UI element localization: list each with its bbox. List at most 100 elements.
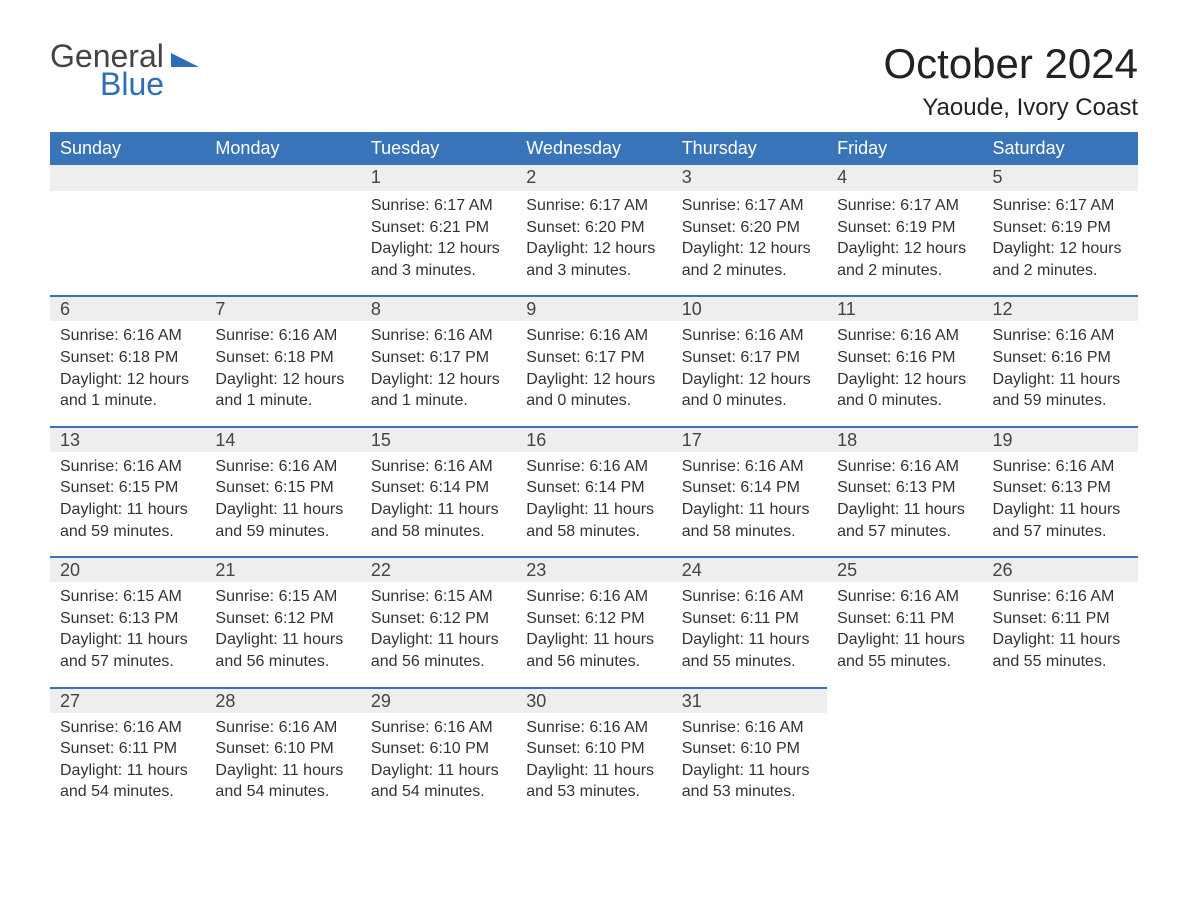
daylight-line: Daylight: 11 hours and 56 minutes. [371,629,506,672]
daylight-line: Daylight: 12 hours and 1 minute. [371,369,506,412]
calendar-header-cell: Thursday [672,132,827,165]
day-content: Sunrise: 6:16 AMSunset: 6:10 PMDaylight:… [672,713,827,817]
day-number: 4 [827,165,982,191]
day-content: Sunrise: 6:16 AMSunset: 6:11 PMDaylight:… [50,713,205,817]
day-content: Sunrise: 6:16 AMSunset: 6:10 PMDaylight:… [205,713,360,817]
day-content: Sunrise: 6:16 AMSunset: 6:15 PMDaylight:… [205,452,360,556]
sunset-line: Sunset: 6:20 PM [682,217,817,239]
day-number: 6 [50,295,205,321]
sunset-line: Sunset: 6:10 PM [215,738,350,760]
sunset-line: Sunset: 6:17 PM [682,347,817,369]
day-number: 31 [672,687,827,713]
sunrise-line: Sunrise: 6:16 AM [993,325,1128,347]
day-cell: 31Sunrise: 6:16 AMSunset: 6:10 PMDayligh… [672,687,827,817]
day-content: Sunrise: 6:16 AMSunset: 6:12 PMDaylight:… [516,582,671,686]
day-cell [827,687,982,817]
sunrise-line: Sunrise: 6:16 AM [60,456,195,478]
day-cell: 6Sunrise: 6:16 AMSunset: 6:18 PMDaylight… [50,295,205,425]
day-number: 3 [672,165,827,191]
sunrise-line: Sunrise: 6:16 AM [682,717,817,739]
sunrise-line: Sunrise: 6:16 AM [371,325,506,347]
logo: General Blue [50,40,199,100]
daylight-line: Daylight: 11 hours and 55 minutes. [993,629,1128,672]
day-number: 20 [50,556,205,582]
logo-flag-icon [171,49,199,72]
day-content: Sunrise: 6:16 AMSunset: 6:14 PMDaylight:… [361,452,516,556]
sunrise-line: Sunrise: 6:16 AM [837,325,972,347]
day-cell: 15Sunrise: 6:16 AMSunset: 6:14 PMDayligh… [361,426,516,556]
daylight-line: Daylight: 11 hours and 55 minutes. [682,629,817,672]
day-cell: 27Sunrise: 6:16 AMSunset: 6:11 PMDayligh… [50,687,205,817]
week-row: 6Sunrise: 6:16 AMSunset: 6:18 PMDaylight… [50,295,1138,425]
day-number: 27 [50,687,205,713]
sunset-line: Sunset: 6:19 PM [993,217,1128,239]
sunset-line: Sunset: 6:17 PM [526,347,661,369]
day-number: 13 [50,426,205,452]
daylight-line: Daylight: 12 hours and 1 minute. [215,369,350,412]
day-content: Sunrise: 6:16 AMSunset: 6:17 PMDaylight:… [672,321,827,425]
calendar-header-cell: Tuesday [361,132,516,165]
sunrise-line: Sunrise: 6:16 AM [682,456,817,478]
daylight-line: Daylight: 11 hours and 54 minutes. [60,760,195,803]
day-content: Sunrise: 6:16 AMSunset: 6:11 PMDaylight:… [672,582,827,686]
day-cell: 30Sunrise: 6:16 AMSunset: 6:10 PMDayligh… [516,687,671,817]
sunrise-line: Sunrise: 6:17 AM [993,195,1128,217]
daylight-line: Daylight: 11 hours and 59 minutes. [993,369,1128,412]
header: General Blue October 2024 Yaoude, Ivory … [50,40,1138,122]
sunrise-line: Sunrise: 6:16 AM [526,456,661,478]
daylight-line: Daylight: 12 hours and 3 minutes. [526,238,661,281]
day-cell: 25Sunrise: 6:16 AMSunset: 6:11 PMDayligh… [827,556,982,686]
day-number [50,165,205,191]
day-number: 1 [361,165,516,191]
daylight-line: Daylight: 12 hours and 2 minutes. [993,238,1128,281]
calendar-header-cell: Wednesday [516,132,671,165]
day-cell: 4Sunrise: 6:17 AMSunset: 6:19 PMDaylight… [827,165,982,295]
day-content: Sunrise: 6:15 AMSunset: 6:12 PMDaylight:… [205,582,360,686]
sunset-line: Sunset: 6:17 PM [371,347,506,369]
day-number: 11 [827,295,982,321]
daylight-line: Daylight: 11 hours and 59 minutes. [215,499,350,542]
day-content: Sunrise: 6:17 AMSunset: 6:19 PMDaylight:… [983,191,1138,295]
daylight-line: Daylight: 12 hours and 1 minute. [60,369,195,412]
daylight-line: Daylight: 12 hours and 2 minutes. [837,238,972,281]
sunrise-line: Sunrise: 6:16 AM [60,717,195,739]
sunrise-line: Sunrise: 6:16 AM [215,325,350,347]
logo-blue: Blue [100,68,199,100]
sunset-line: Sunset: 6:11 PM [682,608,817,630]
sunrise-line: Sunrise: 6:16 AM [215,456,350,478]
sunset-line: Sunset: 6:11 PM [60,738,195,760]
day-number: 26 [983,556,1138,582]
daylight-line: Daylight: 12 hours and 0 minutes. [837,369,972,412]
calendar-header-cell: Friday [827,132,982,165]
day-cell: 29Sunrise: 6:16 AMSunset: 6:10 PMDayligh… [361,687,516,817]
sunset-line: Sunset: 6:18 PM [60,347,195,369]
day-number: 23 [516,556,671,582]
sunset-line: Sunset: 6:10 PM [526,738,661,760]
day-cell: 22Sunrise: 6:15 AMSunset: 6:12 PMDayligh… [361,556,516,686]
sunset-line: Sunset: 6:14 PM [371,477,506,499]
day-content: Sunrise: 6:16 AMSunset: 6:13 PMDaylight:… [827,452,982,556]
day-content: Sunrise: 6:16 AMSunset: 6:16 PMDaylight:… [983,321,1138,425]
day-number: 29 [361,687,516,713]
day-content: Sunrise: 6:16 AMSunset: 6:11 PMDaylight:… [827,582,982,686]
day-number: 28 [205,687,360,713]
day-cell [205,165,360,295]
day-cell: 1Sunrise: 6:17 AMSunset: 6:21 PMDaylight… [361,165,516,295]
day-number: 7 [205,295,360,321]
sunrise-line: Sunrise: 6:16 AM [993,586,1128,608]
week-row: 1Sunrise: 6:17 AMSunset: 6:21 PMDaylight… [50,165,1138,295]
daylight-line: Daylight: 11 hours and 56 minutes. [215,629,350,672]
sunset-line: Sunset: 6:15 PM [60,477,195,499]
sunrise-line: Sunrise: 6:16 AM [682,325,817,347]
title-block: October 2024 Yaoude, Ivory Coast [883,40,1138,122]
daylight-line: Daylight: 11 hours and 53 minutes. [682,760,817,803]
day-number: 8 [361,295,516,321]
sunset-line: Sunset: 6:13 PM [60,608,195,630]
daylight-line: Daylight: 12 hours and 0 minutes. [526,369,661,412]
day-content: Sunrise: 6:17 AMSunset: 6:20 PMDaylight:… [516,191,671,295]
day-cell: 20Sunrise: 6:15 AMSunset: 6:13 PMDayligh… [50,556,205,686]
sunrise-line: Sunrise: 6:16 AM [837,586,972,608]
day-cell: 17Sunrise: 6:16 AMSunset: 6:14 PMDayligh… [672,426,827,556]
sunset-line: Sunset: 6:14 PM [526,477,661,499]
sunrise-line: Sunrise: 6:16 AM [526,586,661,608]
